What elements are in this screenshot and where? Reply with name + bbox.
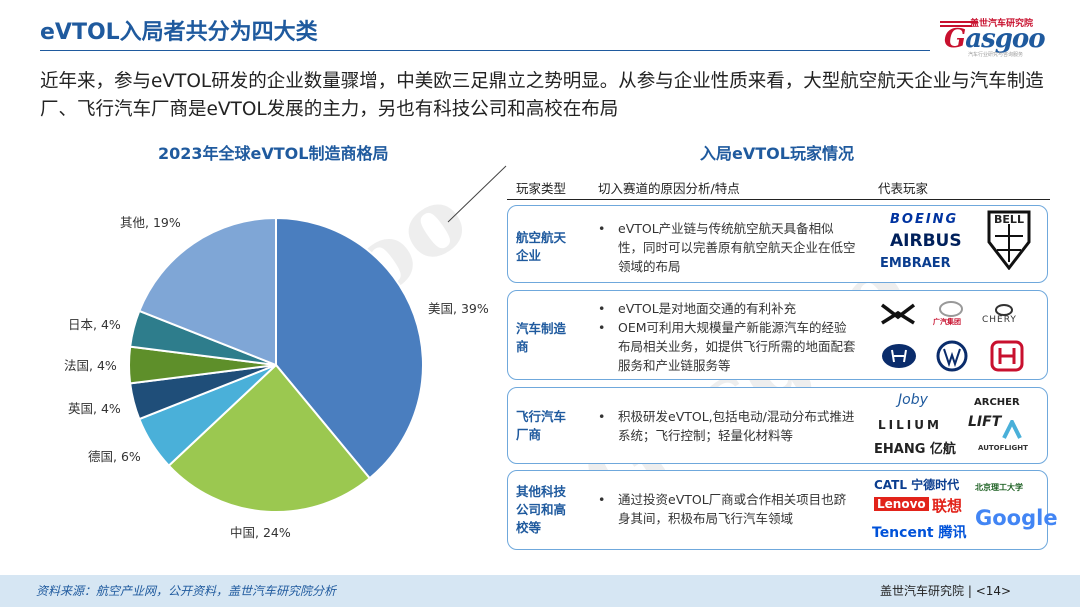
row-type-tech: 其他科技公司和高校等 (516, 484, 567, 535)
row-type-aerospace: 航空航天企业 (516, 230, 567, 263)
gasgoo-logo (938, 12, 1050, 54)
players-title: 入局eVTOL玩家情况 (700, 144, 854, 163)
logo-airbus: AIRBUS (890, 231, 962, 251)
header-reason: 切入赛道的原因分析/特点 (598, 181, 740, 196)
pie-slice-label: 英国, 4% (68, 401, 121, 416)
pie-title: 2023年全球eVTOL制造商格局 (158, 144, 389, 163)
logo-autoflight-icon (1000, 417, 1024, 444)
row-type-flying-car: 飞行汽车厂商 (516, 409, 567, 442)
pie-slice-label: 中国, 24% (230, 525, 291, 540)
row-desc-automaker: eVTOL是对地面交通的有利补充 OEM可利用大规模量产新能源汽车的经验布局相关… (592, 299, 857, 375)
logo-hyundai-icon (880, 342, 918, 374)
pie-slice (275, 216, 424, 480)
logo-boeing: BOEING (890, 212, 959, 227)
pie-slice-label: 美国, 39% (428, 301, 489, 316)
logo-ehang: EHANG 亿航 (874, 442, 956, 457)
logo-lift: LIFT (968, 414, 1002, 430)
logo-google: Google (975, 506, 1058, 530)
logo-autoflight: AUTOFLIGHT (978, 444, 1028, 452)
pie-slice-label: 其他, 19% (120, 215, 181, 230)
row-desc-flying-car: 积极研发eVTOL,包括电动/混动分布式推进系统；飞行控制；轻量化材料等 (592, 407, 857, 445)
intro-text: 近年来，参与eVTOL研发的企业数量骤增，中美欧三足鼎立之势明显。从参与企业性质… (40, 71, 1044, 120)
header-player-type: 玩家类型 (516, 181, 567, 196)
logo-embraer: EMBRAER (880, 256, 951, 271)
footer-org: 盖世汽车研究院 | <14> (880, 584, 1012, 598)
header-representatives: 代表玩家 (878, 181, 929, 196)
logo-chery: CHERY (982, 302, 1024, 325)
logo-tagline: 汽车行业研究与咨询服务 (968, 52, 1024, 58)
logo-wordmark: Gasgoo (944, 24, 1046, 54)
logo-honda-icon (990, 340, 1024, 376)
pie-slice-label: 法国, 4% (64, 358, 117, 373)
footer-bar (0, 575, 1080, 607)
pie-slice-label: 日本, 4% (68, 317, 121, 332)
pie-chart (128, 216, 424, 513)
connector-line (447, 165, 507, 223)
page-number: <14> (975, 584, 1012, 598)
logo-lilium: LILIUM (878, 418, 942, 432)
logo-tencent: Tencent 腾讯 (872, 525, 967, 541)
logo-lenovo: Lenovo (874, 497, 929, 511)
page-title: eVTOL入局者共分为四大类 (40, 20, 318, 45)
title-divider (40, 50, 930, 51)
row-desc-tech: 通过投资eVTOL厂商或合作相关项目也跻身其间，积极布局飞行汽车领域 (592, 490, 857, 528)
row-type-automaker: 汽车制造商 (516, 321, 567, 354)
header-divider (507, 199, 1050, 200)
footer-source: 资料来源：航空产业网，公开资料，盖世汽车研究院分析 (36, 584, 337, 598)
logo-vw-icon (936, 340, 968, 376)
logo-catl: CATL 宁德时代 (874, 478, 960, 492)
logo-bell: BELL (987, 210, 1031, 271)
logo-archer: ARCHER (974, 397, 1020, 408)
logo-lenovo-cn: 联想 (932, 497, 963, 515)
logo-joby: Joby (898, 392, 928, 408)
row-desc-aerospace: eVTOL产业链与传统航空航天具备相似性，同时可以完善原有航空航天企业在低空领域… (592, 219, 857, 276)
pie-slice-label: 德国, 6% (88, 449, 141, 464)
logo-xpeng-icon (880, 303, 916, 329)
pie-slice (167, 363, 372, 513)
logo-bit: 北京理工大学 (975, 483, 1023, 492)
pie-slice (138, 216, 277, 367)
logo-gac-icon: 广汽集团 (933, 300, 969, 328)
logo-subtitle: 盖世汽车研究院 (970, 19, 1034, 29)
